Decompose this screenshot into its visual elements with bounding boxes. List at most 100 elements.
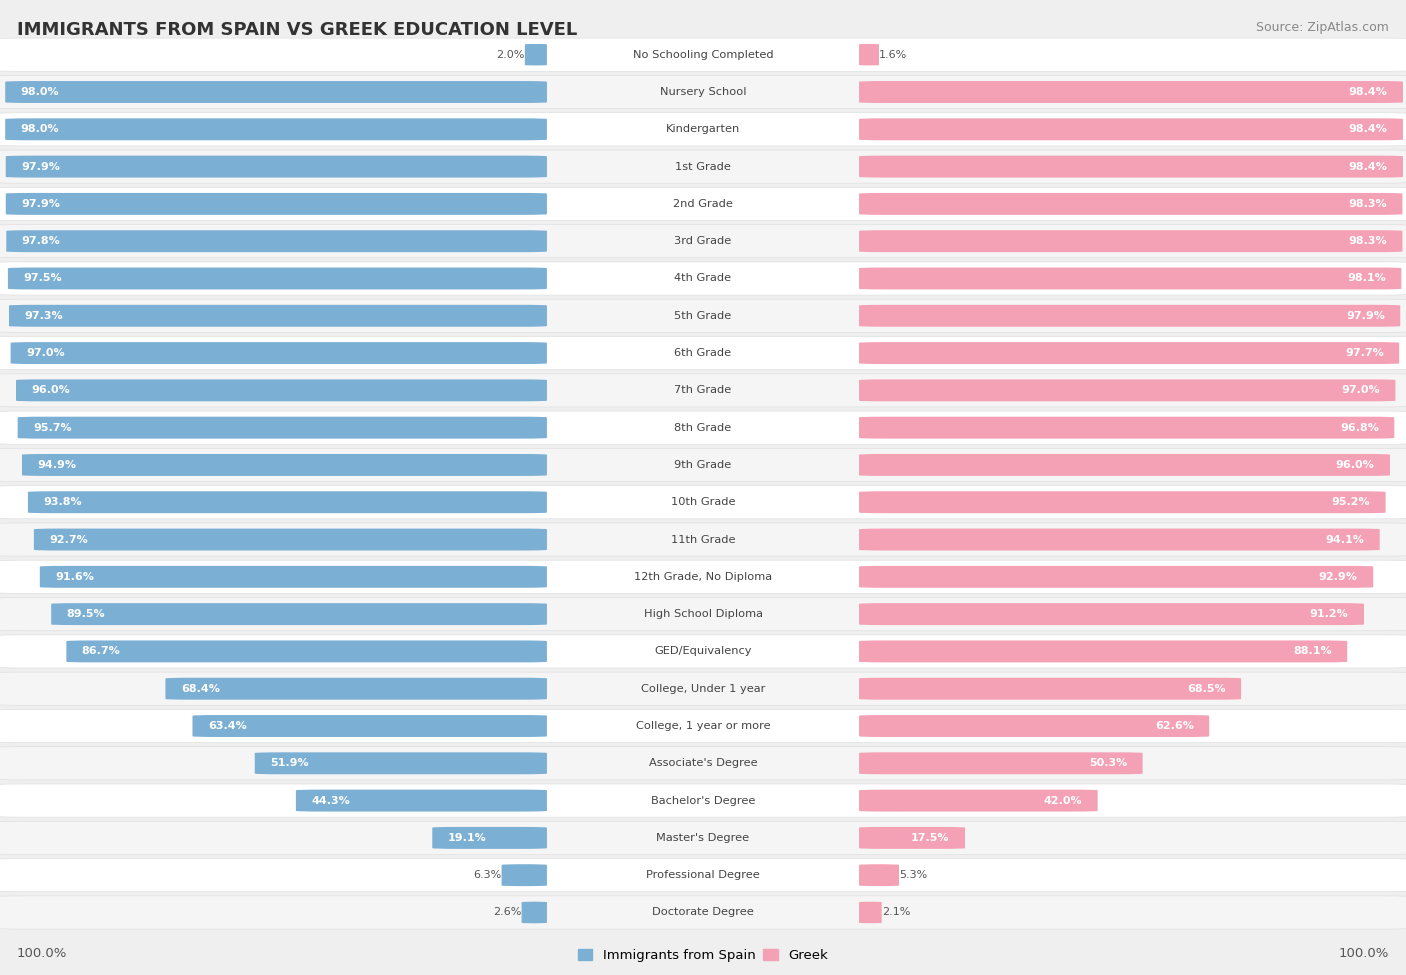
Text: 10th Grade: 10th Grade — [671, 497, 735, 507]
FancyBboxPatch shape — [502, 864, 547, 886]
FancyBboxPatch shape — [0, 635, 1406, 668]
Text: 51.9%: 51.9% — [270, 759, 309, 768]
FancyBboxPatch shape — [6, 230, 547, 253]
FancyBboxPatch shape — [6, 193, 547, 214]
Text: 68.5%: 68.5% — [1187, 683, 1226, 694]
FancyBboxPatch shape — [859, 454, 1391, 476]
FancyBboxPatch shape — [859, 753, 1143, 774]
Text: 6.3%: 6.3% — [474, 870, 502, 880]
FancyBboxPatch shape — [859, 230, 1402, 253]
Text: 44.3%: 44.3% — [311, 796, 350, 805]
Text: 95.7%: 95.7% — [34, 422, 72, 433]
Text: 100.0%: 100.0% — [1339, 947, 1389, 960]
FancyBboxPatch shape — [66, 641, 547, 662]
FancyBboxPatch shape — [254, 753, 547, 774]
FancyBboxPatch shape — [859, 193, 1402, 214]
Text: 94.9%: 94.9% — [38, 460, 76, 470]
Text: 6th Grade: 6th Grade — [675, 348, 731, 358]
FancyBboxPatch shape — [0, 373, 1406, 407]
Text: Bachelor's Degree: Bachelor's Degree — [651, 796, 755, 805]
FancyBboxPatch shape — [0, 336, 1406, 370]
Text: 98.4%: 98.4% — [1348, 162, 1388, 172]
Text: 50.3%: 50.3% — [1088, 759, 1128, 768]
FancyBboxPatch shape — [522, 902, 547, 923]
FancyBboxPatch shape — [859, 267, 1402, 290]
Text: 17.5%: 17.5% — [911, 833, 949, 843]
Text: 98.3%: 98.3% — [1348, 199, 1386, 209]
FancyBboxPatch shape — [0, 224, 1406, 257]
FancyBboxPatch shape — [0, 710, 1406, 743]
FancyBboxPatch shape — [28, 491, 547, 513]
FancyBboxPatch shape — [432, 827, 547, 849]
FancyBboxPatch shape — [34, 528, 547, 551]
FancyBboxPatch shape — [0, 113, 1406, 146]
Text: 4th Grade: 4th Grade — [675, 273, 731, 284]
FancyBboxPatch shape — [0, 784, 1406, 817]
FancyBboxPatch shape — [859, 305, 1400, 327]
FancyBboxPatch shape — [859, 379, 1395, 402]
FancyBboxPatch shape — [859, 416, 1395, 439]
Text: 97.0%: 97.0% — [27, 348, 65, 358]
Text: 98.4%: 98.4% — [1348, 87, 1388, 98]
FancyBboxPatch shape — [859, 81, 1403, 103]
FancyBboxPatch shape — [859, 156, 1403, 177]
Text: 3rd Grade: 3rd Grade — [675, 236, 731, 247]
Text: 98.3%: 98.3% — [1348, 236, 1386, 247]
FancyBboxPatch shape — [859, 566, 1374, 588]
Text: 2.1%: 2.1% — [882, 908, 910, 917]
Text: 2nd Grade: 2nd Grade — [673, 199, 733, 209]
Text: 97.3%: 97.3% — [24, 311, 63, 321]
Text: 97.9%: 97.9% — [21, 199, 60, 209]
FancyBboxPatch shape — [8, 305, 547, 327]
Text: 96.8%: 96.8% — [1340, 422, 1379, 433]
FancyBboxPatch shape — [0, 672, 1406, 705]
Text: 7th Grade: 7th Grade — [675, 385, 731, 396]
Text: Professional Degree: Professional Degree — [647, 870, 759, 880]
FancyBboxPatch shape — [0, 187, 1406, 220]
Text: 8th Grade: 8th Grade — [675, 422, 731, 433]
Text: 63.4%: 63.4% — [208, 721, 246, 731]
Text: 98.0%: 98.0% — [21, 87, 59, 98]
Text: 97.0%: 97.0% — [1341, 385, 1379, 396]
Text: 93.8%: 93.8% — [44, 497, 82, 507]
Text: 19.1%: 19.1% — [447, 833, 486, 843]
Text: 98.4%: 98.4% — [1348, 124, 1388, 135]
FancyBboxPatch shape — [0, 38, 1406, 71]
Text: 95.2%: 95.2% — [1331, 497, 1371, 507]
FancyBboxPatch shape — [0, 747, 1406, 780]
FancyBboxPatch shape — [0, 821, 1406, 854]
FancyBboxPatch shape — [0, 150, 1406, 183]
FancyBboxPatch shape — [166, 678, 547, 700]
FancyBboxPatch shape — [11, 342, 547, 364]
Text: 92.7%: 92.7% — [49, 534, 89, 545]
FancyBboxPatch shape — [6, 81, 547, 103]
FancyBboxPatch shape — [0, 523, 1406, 556]
Text: 100.0%: 100.0% — [17, 947, 67, 960]
Text: 97.7%: 97.7% — [1346, 348, 1384, 358]
Text: 98.0%: 98.0% — [21, 124, 59, 135]
Text: 62.6%: 62.6% — [1154, 721, 1194, 731]
Text: 97.8%: 97.8% — [21, 236, 60, 247]
Text: College, 1 year or more: College, 1 year or more — [636, 721, 770, 731]
Text: 2.6%: 2.6% — [494, 908, 522, 917]
Text: Source: ZipAtlas.com: Source: ZipAtlas.com — [1256, 21, 1389, 34]
FancyBboxPatch shape — [18, 416, 547, 439]
Text: 88.1%: 88.1% — [1294, 646, 1331, 656]
Text: IMMIGRANTS FROM SPAIN VS GREEK EDUCATION LEVEL: IMMIGRANTS FROM SPAIN VS GREEK EDUCATION… — [17, 21, 576, 39]
FancyBboxPatch shape — [0, 299, 1406, 332]
FancyBboxPatch shape — [0, 896, 1406, 929]
Text: 9th Grade: 9th Grade — [675, 460, 731, 470]
FancyBboxPatch shape — [859, 491, 1386, 513]
Text: 98.1%: 98.1% — [1347, 273, 1386, 284]
Legend: Immigrants from Spain, Greek: Immigrants from Spain, Greek — [572, 944, 834, 967]
FancyBboxPatch shape — [859, 790, 1098, 811]
FancyBboxPatch shape — [859, 827, 965, 849]
Text: Associate's Degree: Associate's Degree — [648, 759, 758, 768]
Text: 5th Grade: 5th Grade — [675, 311, 731, 321]
FancyBboxPatch shape — [39, 566, 547, 588]
Text: 11th Grade: 11th Grade — [671, 534, 735, 545]
Text: 12th Grade, No Diploma: 12th Grade, No Diploma — [634, 571, 772, 582]
FancyBboxPatch shape — [853, 44, 884, 65]
Text: 94.1%: 94.1% — [1326, 534, 1364, 545]
Text: 42.0%: 42.0% — [1043, 796, 1083, 805]
